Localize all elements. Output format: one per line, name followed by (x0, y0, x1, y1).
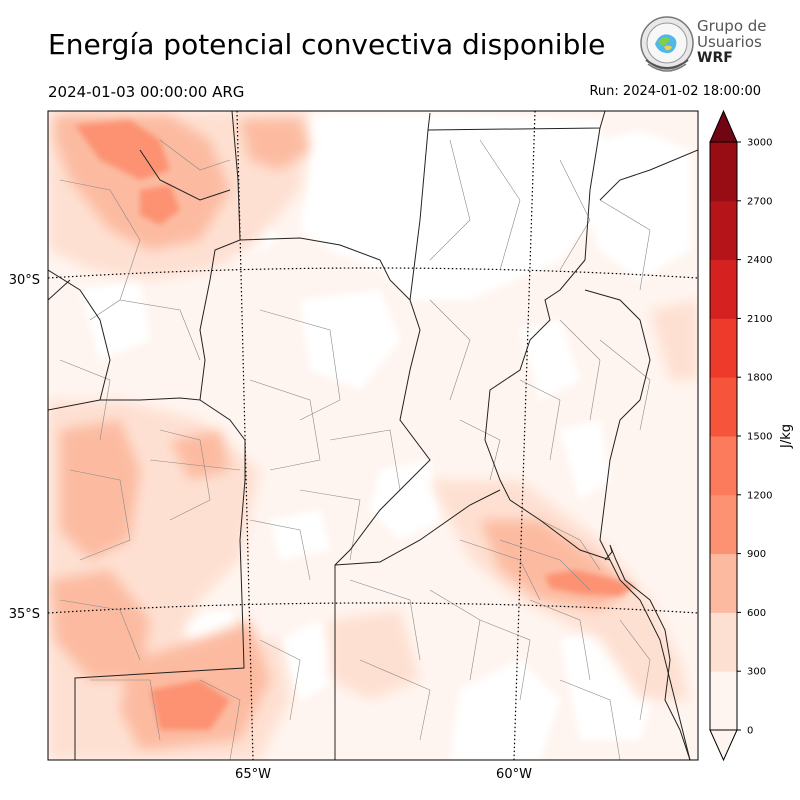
colorbar-segment-1500 (710, 377, 737, 437)
province-line-east (484, 127, 611, 561)
colorbar-segment-2700 (710, 142, 737, 202)
logo-line-1: Grupo de (697, 17, 767, 35)
colorbar-tick-label: 3000 (747, 138, 772, 149)
colorbar-segment-2400 (710, 200, 737, 261)
lat-label-35s: 35°S (9, 607, 40, 622)
lon-label-60w: 60°W (496, 767, 532, 782)
lat-label-30s: 30°S (9, 273, 40, 288)
colorbar-segments (710, 142, 737, 731)
latitude-labels: 30°S 35°S (9, 273, 40, 622)
valid-time: 2024-01-03 00:00:00 ARG (48, 83, 245, 101)
colorbar-extend-min (709, 729, 738, 762)
colorbar-extend-max (709, 109, 738, 143)
colorbar: 0 300 600 900 1200 1500 1800 2100 2400 2700 3000 J… (709, 109, 794, 762)
parallel-35s (48, 602, 698, 614)
colorbar-tick-label: 2700 (747, 196, 772, 207)
colorbar-segment-0 (710, 671, 737, 731)
colorbar-tick-label: 300 (747, 667, 766, 678)
run-time: Run: 2024-01-02 18:00:00 (589, 84, 761, 99)
colorbar-tick-label: 1200 (747, 490, 772, 501)
province-boundaries (48, 111, 698, 760)
cape-zero-areas (80, 113, 690, 760)
colorbar-segment-600 (710, 553, 737, 613)
colorbar-tick-label: 600 (747, 608, 766, 619)
colorbar-segment-900 (710, 494, 737, 555)
province-line-west (48, 237, 431, 760)
colorbar-segment-1200 (710, 436, 737, 496)
meridian-60w (513, 111, 536, 760)
map-title: Energía potencial convectiva disponible (48, 28, 606, 61)
map-field (48, 111, 698, 760)
cape-fill-900 (75, 120, 635, 730)
logo-line-3: WRF (697, 50, 733, 66)
colorbar-segment-1800 (710, 318, 737, 378)
colorbar-unit-label: J/kg (779, 424, 794, 449)
colorbar-tick-label: 900 (747, 549, 766, 560)
lon-label-65w: 65°W (235, 767, 271, 782)
logo-line-2: Usuarios (697, 33, 762, 51)
colorbar-tick-label: 1800 (747, 373, 772, 384)
colorbar-tick-label: 1500 (747, 432, 772, 443)
colorbar-tick-label: 2100 (747, 314, 772, 325)
colorbar-segment-300 (710, 612, 737, 672)
parallel-30s (48, 267, 698, 279)
colorbar-tick-label: 2400 (747, 255, 772, 266)
department-boundaries (59, 139, 651, 760)
colorbar-segment-2100 (710, 259, 737, 319)
colorbar-ticks: 0 300 600 900 1200 1500 1800 2100 2400 2700 3000 (737, 138, 772, 737)
colorbar-tick-label: 0 (747, 726, 753, 737)
globe-seal-icon (640, 16, 694, 72)
map-frame (47, 110, 699, 761)
grupo-usuarios-wrf-logo: Grupo de Usuarios WRF (638, 14, 768, 76)
province-line-north (231, 111, 241, 241)
province-line-south (74, 399, 246, 760)
coastline (604, 544, 691, 760)
longitude-labels: 65°W 60°W (235, 767, 532, 782)
